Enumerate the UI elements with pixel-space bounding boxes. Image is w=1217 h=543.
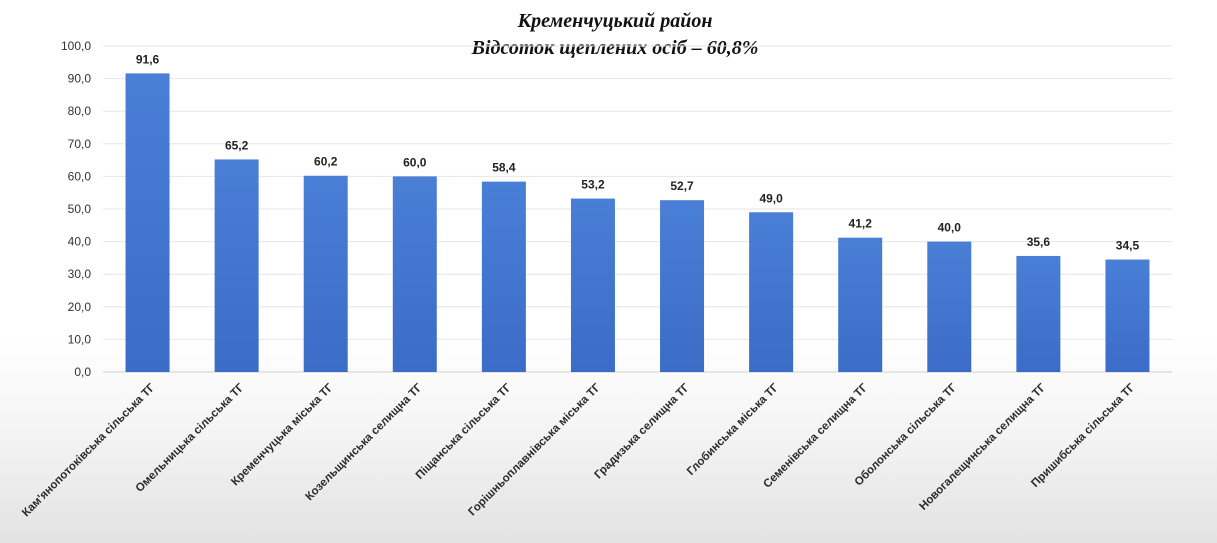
bar xyxy=(481,181,526,372)
chart-subtitle: Відсоток щеплених осіб – 60,8% xyxy=(471,37,759,59)
bar-value-label: 34,5 xyxy=(1116,239,1140,253)
x-category-label: Пришибська сільська ТГ xyxy=(1029,381,1138,490)
y-tick-label: 100,0 xyxy=(61,39,91,53)
bar xyxy=(1016,255,1061,372)
y-tick-label: 70,0 xyxy=(68,137,92,151)
value-labels: 91,6 65,2 60,2 60,0 58,4 53,2 52,7 49,0 41,2 40,0… xyxy=(136,52,1140,252)
y-tick-label: 10,0 xyxy=(68,332,92,346)
x-category-label: Оболонська сільська ТГ xyxy=(853,381,960,488)
x-category-label: Кременчуцька міська ТГ xyxy=(229,381,336,488)
x-category-label: Семенівська селищна ТГ xyxy=(761,381,870,490)
x-category-label: Кам'янопотоківська сільська ТГ xyxy=(20,381,158,519)
x-category-label: Градизька селищна ТГ xyxy=(592,381,692,481)
x-category-label: Глобинська міська ТГ xyxy=(685,381,782,478)
bar-value-label: 53,2 xyxy=(581,178,605,192)
x-category-label: Піщанська сільська ТГ xyxy=(414,381,515,482)
bar xyxy=(570,198,615,372)
bar-value-label: 41,2 xyxy=(849,217,873,231)
bar xyxy=(1105,259,1150,372)
bar-value-label: 91,6 xyxy=(136,52,160,66)
bar xyxy=(214,159,259,372)
y-tick-label: 90,0 xyxy=(68,72,92,86)
bar-value-label: 35,6 xyxy=(1027,235,1051,249)
chart-title-block: Кременчуцький район Відсоток щеплених ос… xyxy=(380,8,850,62)
bar xyxy=(392,176,437,372)
bar xyxy=(838,237,883,372)
y-tick-label: 30,0 xyxy=(68,267,92,281)
bar-value-label: 60,2 xyxy=(314,155,338,169)
y-tick-label: 50,0 xyxy=(68,202,92,216)
bar xyxy=(303,175,348,372)
bar xyxy=(125,73,170,372)
bars xyxy=(125,73,1150,372)
y-tick-label: 0,0 xyxy=(74,365,91,379)
bar xyxy=(660,200,705,372)
chart-title: Кременчуцький район xyxy=(517,10,713,32)
gridlines xyxy=(103,45,1172,373)
y-tick-label: 80,0 xyxy=(68,104,92,118)
y-tick-label: 40,0 xyxy=(68,235,92,249)
bar-value-label: 49,0 xyxy=(759,191,783,205)
bar-value-label: 65,2 xyxy=(225,138,249,152)
bar xyxy=(927,241,972,372)
bar-value-label: 52,7 xyxy=(670,179,694,193)
y-tick-label: 60,0 xyxy=(68,169,92,183)
bar-value-label: 60,0 xyxy=(403,155,427,169)
y-tick-label: 20,0 xyxy=(68,300,92,314)
bar-value-label: 58,4 xyxy=(492,161,516,175)
bar xyxy=(749,212,794,372)
bar-value-label: 40,0 xyxy=(938,221,962,235)
y-axis-tick-labels: 0,0 10,0 20,0 30,0 40,0 50,0 60,0 70,0 80,0 90,0 1… xyxy=(61,39,91,379)
x-axis-category-labels: Кам'янопотоківська сільська ТГОмельницьк… xyxy=(20,381,1138,519)
